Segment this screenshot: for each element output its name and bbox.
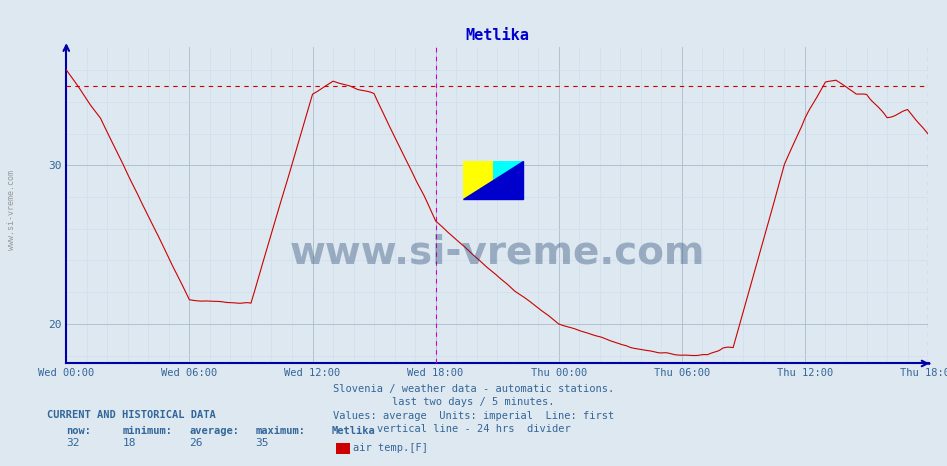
Polygon shape xyxy=(463,161,523,199)
Text: air temp.[F]: air temp.[F] xyxy=(353,443,428,453)
Text: minimum:: minimum: xyxy=(123,426,173,436)
Title: Metlika: Metlika xyxy=(465,27,529,43)
FancyBboxPatch shape xyxy=(463,161,492,199)
Text: www.si-vreme.com: www.si-vreme.com xyxy=(290,233,705,272)
Text: maximum:: maximum: xyxy=(256,426,306,436)
Text: vertical line - 24 hrs  divider: vertical line - 24 hrs divider xyxy=(377,424,570,433)
Text: Slovenia / weather data - automatic stations.: Slovenia / weather data - automatic stat… xyxy=(333,384,614,394)
Text: 35: 35 xyxy=(256,438,269,448)
FancyBboxPatch shape xyxy=(492,161,523,199)
Text: 32: 32 xyxy=(66,438,80,448)
Text: Metlika: Metlika xyxy=(331,426,375,436)
Text: average:: average: xyxy=(189,426,240,436)
Text: last two days / 5 minutes.: last two days / 5 minutes. xyxy=(392,397,555,407)
Text: 18: 18 xyxy=(123,438,136,448)
Text: CURRENT AND HISTORICAL DATA: CURRENT AND HISTORICAL DATA xyxy=(47,410,216,420)
Text: Values: average  Units: imperial  Line: first: Values: average Units: imperial Line: fi… xyxy=(333,411,614,420)
Text: 26: 26 xyxy=(189,438,203,448)
Text: www.si-vreme.com: www.si-vreme.com xyxy=(7,170,16,250)
Text: now:: now: xyxy=(66,426,91,436)
